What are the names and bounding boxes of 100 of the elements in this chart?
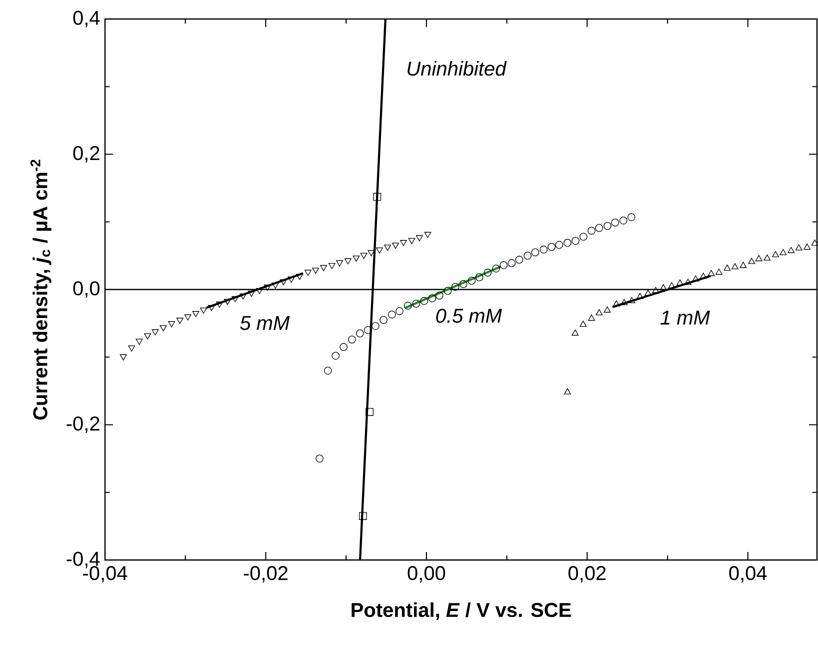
point bbox=[388, 310, 396, 318]
point bbox=[316, 454, 324, 462]
point bbox=[572, 330, 579, 336]
point bbox=[200, 308, 207, 314]
point bbox=[684, 278, 692, 285]
point bbox=[804, 244, 811, 250]
point bbox=[764, 254, 771, 261]
point bbox=[312, 268, 320, 274]
point bbox=[412, 300, 420, 308]
y-tick-label: -0,4 bbox=[66, 552, 100, 568]
point bbox=[444, 286, 452, 295]
point bbox=[524, 252, 532, 260]
point bbox=[232, 296, 239, 302]
point bbox=[144, 333, 152, 340]
point bbox=[280, 279, 287, 286]
point bbox=[660, 284, 667, 290]
point bbox=[596, 309, 603, 316]
x-tick-label: 0,00 bbox=[408, 566, 446, 583]
point bbox=[336, 260, 344, 266]
point bbox=[611, 218, 620, 226]
point bbox=[344, 258, 352, 264]
point bbox=[676, 279, 684, 286]
point bbox=[700, 272, 707, 279]
point bbox=[136, 338, 143, 345]
point bbox=[484, 268, 492, 277]
point bbox=[555, 240, 564, 249]
y-tick-label: 0,0 bbox=[73, 281, 100, 298]
point bbox=[376, 247, 383, 254]
point bbox=[716, 268, 722, 275]
point bbox=[459, 280, 468, 288]
point bbox=[451, 282, 460, 291]
point bbox=[755, 255, 762, 262]
point bbox=[724, 264, 731, 271]
point bbox=[636, 292, 644, 300]
point bbox=[540, 246, 548, 254]
point bbox=[416, 235, 423, 242]
point bbox=[692, 275, 700, 282]
point bbox=[795, 244, 802, 250]
point bbox=[408, 238, 416, 244]
point bbox=[176, 318, 184, 324]
point bbox=[248, 290, 255, 297]
series-label: 0.5 mM bbox=[436, 308, 502, 323]
point bbox=[572, 236, 580, 245]
point bbox=[644, 290, 652, 296]
point bbox=[788, 247, 795, 254]
point bbox=[564, 388, 571, 394]
point bbox=[332, 352, 340, 360]
point bbox=[356, 330, 364, 338]
point bbox=[296, 274, 304, 280]
x-tick-label: 0,04 bbox=[729, 566, 767, 583]
x-tick-label: -0,04 bbox=[83, 566, 128, 583]
point bbox=[772, 251, 779, 258]
point bbox=[304, 270, 312, 276]
point bbox=[192, 311, 200, 318]
point bbox=[531, 248, 540, 256]
point bbox=[288, 276, 295, 283]
point bbox=[372, 322, 380, 330]
point bbox=[324, 366, 332, 375]
point bbox=[652, 286, 660, 293]
point bbox=[515, 256, 524, 264]
point bbox=[364, 326, 372, 334]
point bbox=[360, 252, 368, 259]
series-label: 1 mM bbox=[660, 310, 710, 324]
point bbox=[508, 259, 516, 268]
x-tick-label: 0,02 bbox=[568, 566, 606, 583]
x-axis-title: Potential, E / V vs. SCE bbox=[352, 602, 571, 620]
x-tick-label: -0,02 bbox=[244, 566, 288, 583]
point bbox=[368, 250, 375, 256]
point bbox=[628, 297, 636, 304]
point bbox=[120, 354, 127, 360]
point bbox=[380, 316, 388, 324]
y-tick-label: 0,4 bbox=[73, 10, 100, 28]
point bbox=[580, 232, 588, 241]
point bbox=[668, 282, 676, 288]
point bbox=[435, 292, 444, 300]
point bbox=[595, 224, 604, 232]
point bbox=[619, 216, 628, 224]
point bbox=[500, 261, 508, 270]
point bbox=[168, 321, 175, 328]
point bbox=[424, 232, 432, 238]
y-tick-label: 0,2 bbox=[73, 146, 100, 162]
point bbox=[359, 512, 367, 520]
point bbox=[348, 336, 356, 344]
point bbox=[428, 294, 436, 302]
point bbox=[224, 298, 231, 305]
y-axis-title: Current density, j$_{c}$ / µA cm$^{-2}$ bbox=[30, 160, 52, 420]
point bbox=[184, 314, 192, 320]
point bbox=[328, 263, 336, 270]
point bbox=[340, 343, 348, 351]
point bbox=[708, 270, 715, 276]
point bbox=[604, 306, 611, 313]
point bbox=[604, 222, 612, 230]
point bbox=[420, 297, 428, 305]
point bbox=[208, 304, 215, 312]
point bbox=[580, 320, 587, 327]
point bbox=[216, 302, 223, 308]
point bbox=[740, 262, 747, 268]
point bbox=[627, 213, 636, 222]
point bbox=[588, 314, 595, 321]
point bbox=[588, 226, 596, 235]
